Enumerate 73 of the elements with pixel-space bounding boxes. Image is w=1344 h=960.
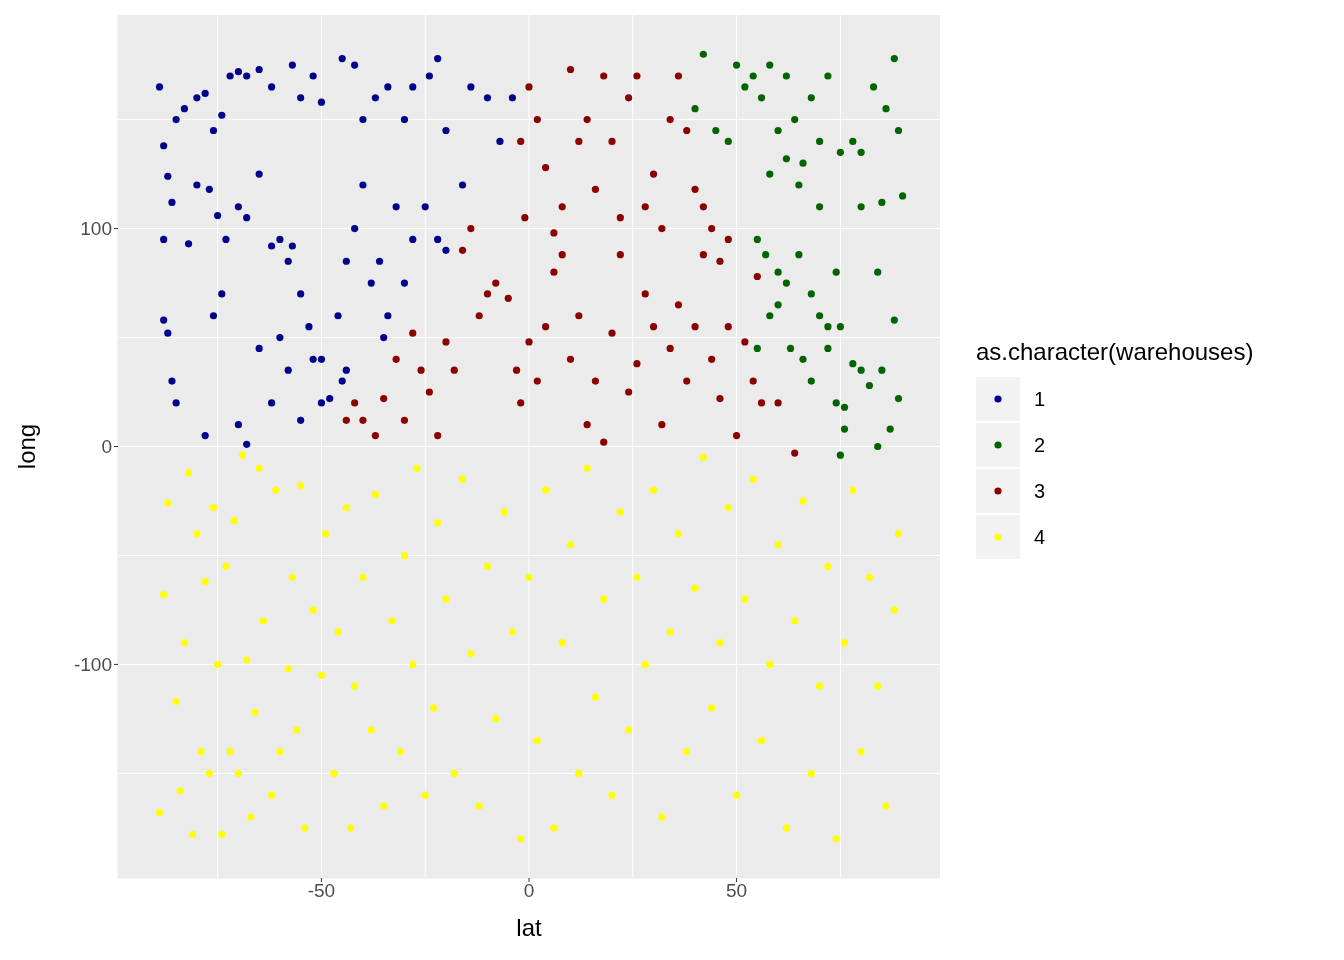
point (899, 192, 907, 200)
legend-label: 1 (1034, 387, 1046, 411)
point (840, 403, 849, 411)
point (766, 312, 774, 320)
point (816, 137, 824, 145)
point (807, 377, 815, 385)
point (836, 451, 844, 459)
y-tick-label: 0 (101, 436, 112, 458)
point (724, 137, 732, 145)
point (795, 251, 803, 259)
point (795, 181, 803, 189)
x-tick-label: 50 (726, 880, 748, 902)
legend-label: 3 (1034, 479, 1046, 503)
point (894, 126, 903, 135)
point (840, 425, 849, 433)
point (774, 126, 782, 135)
point (857, 366, 865, 374)
point (857, 203, 865, 211)
point (749, 72, 757, 80)
point (757, 94, 766, 102)
x-axis-title: lat (516, 914, 542, 941)
point (753, 235, 761, 244)
point (762, 251, 770, 259)
point (882, 105, 890, 113)
point (874, 442, 882, 451)
point (878, 366, 886, 374)
point (816, 203, 824, 211)
point (869, 83, 878, 91)
point (766, 170, 774, 178)
point (782, 279, 790, 287)
point (799, 355, 807, 363)
point (824, 344, 832, 353)
point (807, 290, 815, 298)
point (832, 399, 840, 407)
point (774, 268, 782, 276)
point (849, 137, 857, 145)
point (799, 159, 807, 167)
point (712, 126, 720, 135)
point (691, 105, 699, 113)
point (886, 425, 894, 433)
point (766, 61, 774, 69)
point (874, 268, 882, 276)
point (741, 83, 749, 91)
point (732, 61, 741, 69)
point (791, 116, 799, 124)
point (786, 344, 795, 353)
point (807, 94, 815, 102)
point (890, 54, 898, 63)
x-tick-label: 0 (523, 880, 535, 902)
point (753, 344, 761, 353)
point (865, 381, 874, 390)
y-tick-label: 100 (80, 218, 112, 240)
point (824, 72, 832, 80)
point (816, 312, 824, 320)
point (782, 155, 790, 163)
point (890, 316, 898, 324)
legend-label: 4 (1034, 525, 1046, 549)
point (824, 323, 832, 331)
point (857, 148, 865, 156)
point (782, 72, 790, 80)
y-axis-title: long (12, 423, 40, 470)
point (878, 198, 886, 207)
legend-label: 2 (1034, 433, 1046, 457)
point (894, 394, 903, 403)
point (849, 360, 857, 368)
point (832, 268, 840, 276)
x-tick-label: -50 (307, 880, 336, 902)
y-tick-label: -100 (73, 654, 112, 676)
point (836, 323, 844, 331)
legend-title: as.character(warehouses) (976, 338, 1254, 366)
point (836, 148, 844, 156)
point (774, 301, 782, 309)
point (699, 50, 707, 58)
